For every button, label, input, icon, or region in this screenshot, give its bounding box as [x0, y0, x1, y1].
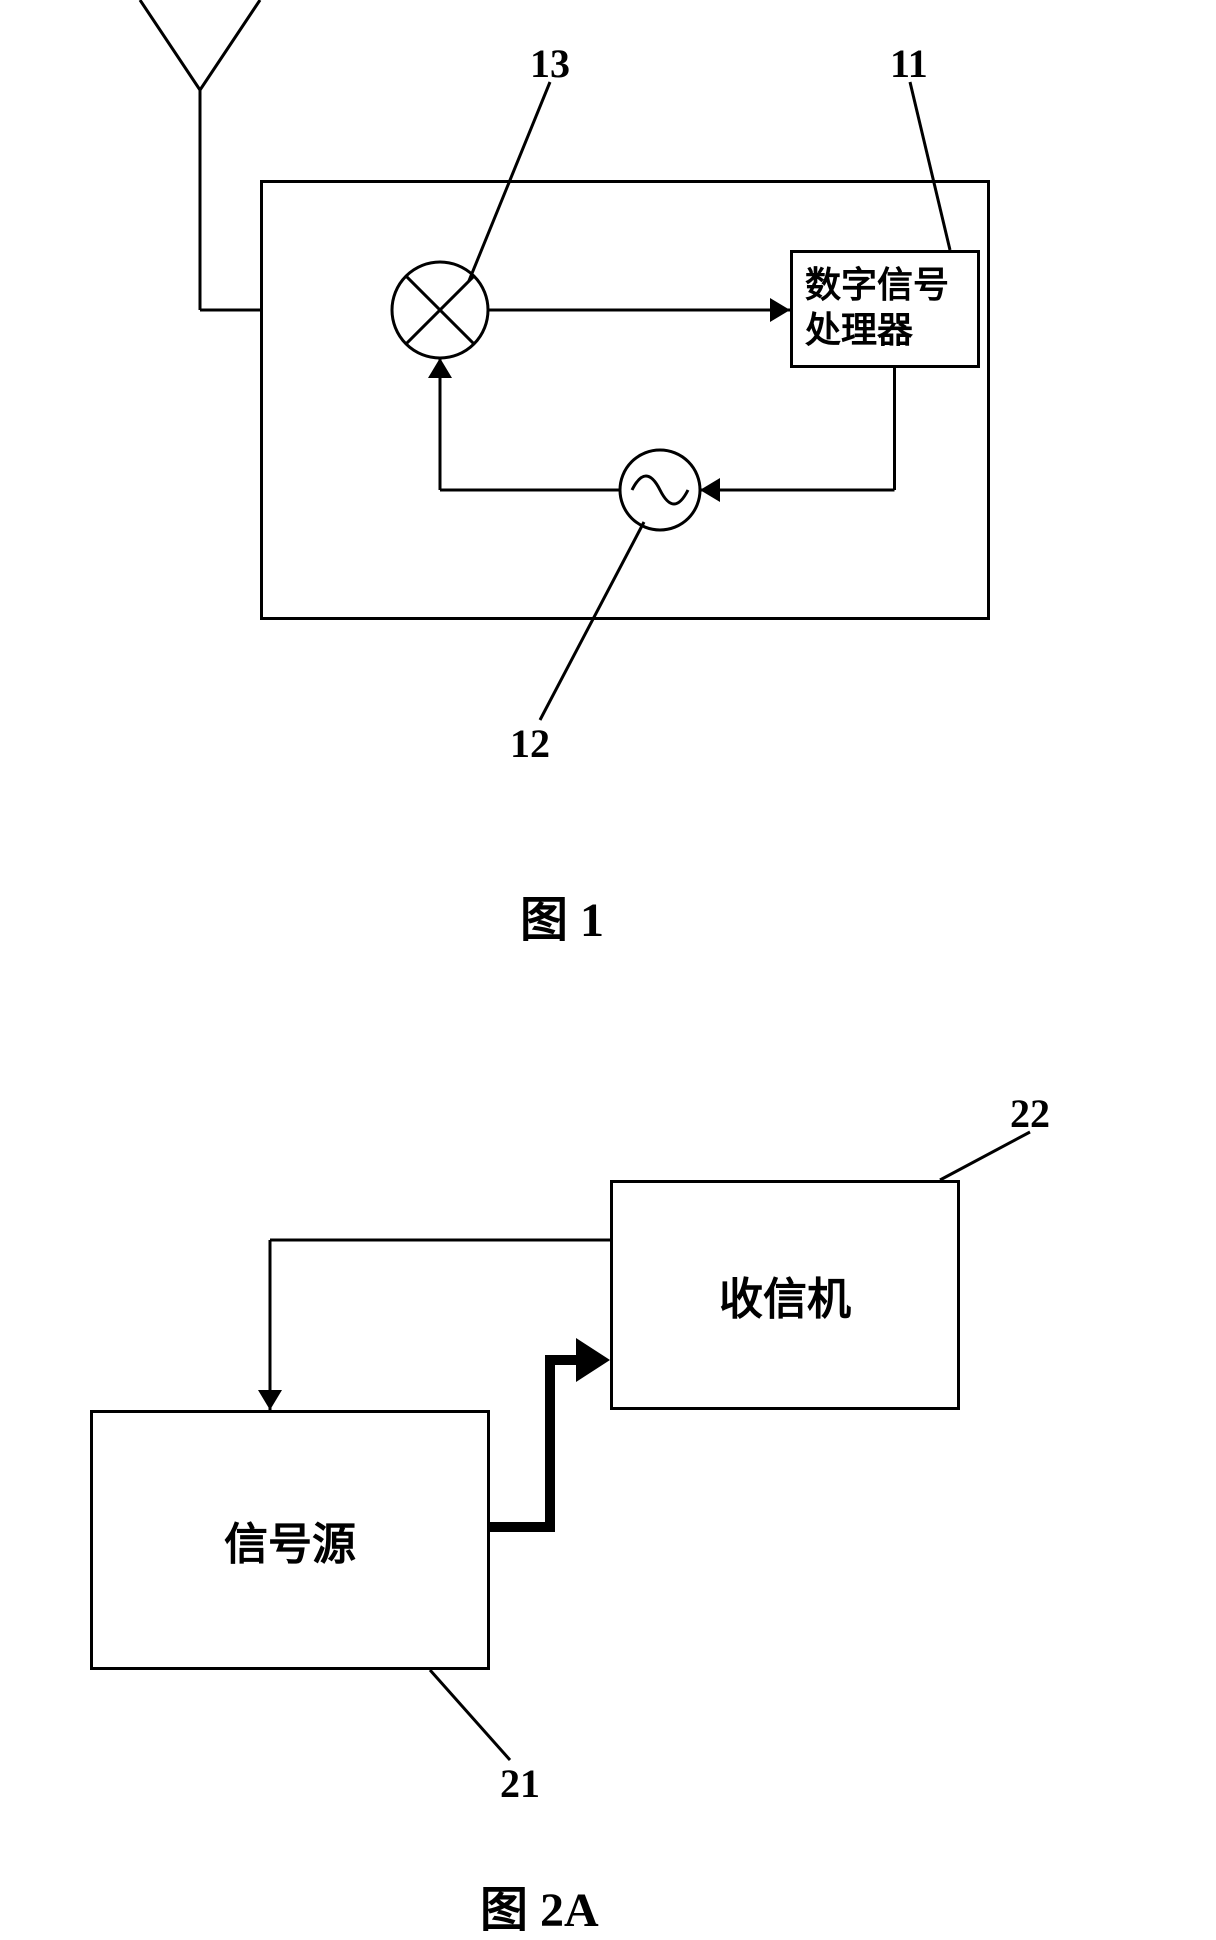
- fig2a-caption: 图 2A: [480, 1870, 599, 1940]
- label-21: 21: [500, 1760, 540, 1807]
